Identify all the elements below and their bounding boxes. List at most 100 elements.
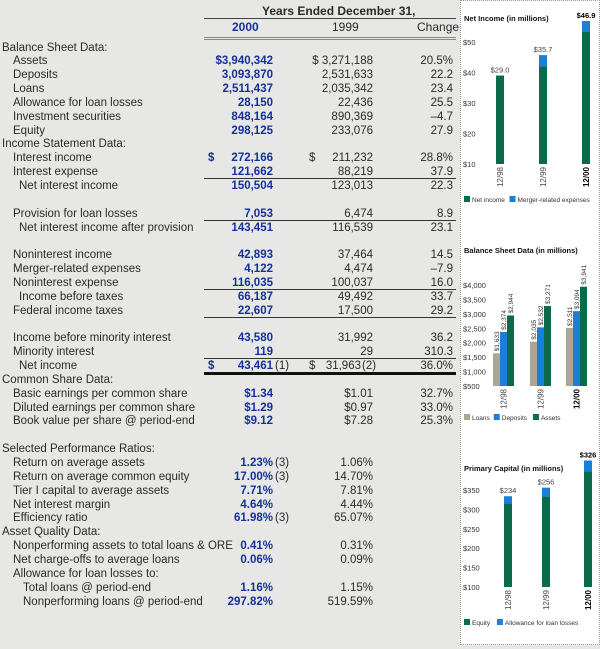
- y-tick-label: $1,000: [463, 368, 486, 377]
- value-2000: 61.98%: [233, 512, 273, 525]
- row-label: Allowance for loan losses: [13, 96, 143, 109]
- y-tick-label: $150: [463, 564, 480, 573]
- row-label: Loans: [13, 83, 45, 96]
- charts-panel: Net Income (in millions) $10 $20 $30 $40 $50 $…: [460, 0, 600, 645]
- value-1999: 14.70%: [333, 470, 373, 483]
- table-row: Equity 298,125 233,076 27.9: [0, 124, 460, 138]
- footnote-2000: (1): [275, 360, 290, 373]
- table-row: Tier I capital to average assets 7.71% 7.8…: [0, 484, 460, 498]
- value-1999: 31,992: [337, 332, 373, 345]
- y-tick-label: $20: [463, 130, 476, 139]
- bar-loans: [530, 341, 537, 386]
- value-2000: 43,580: [237, 332, 273, 345]
- row-label: Investment securities: [13, 110, 122, 123]
- financial-highlights-table: Years Ended December 31, 2000 1999 Chang…: [0, 4, 460, 608]
- change-value: 33.7: [430, 290, 453, 303]
- row-label: Noninterest expense: [13, 276, 119, 289]
- value-1999: $1.01: [344, 387, 373, 400]
- legend-label: Assets: [541, 415, 561, 422]
- blank-row: [0, 193, 460, 207]
- value-2000: 143,451: [231, 221, 273, 234]
- bar-assets: [580, 286, 587, 386]
- change-value: 25.5: [430, 96, 453, 109]
- table-row: Assets $3,940,342 $ 3,271,188 20.5%: [0, 54, 460, 68]
- bar-total-label: $35.7: [534, 45, 553, 54]
- column-change: Change: [417, 20, 460, 34]
- value-2000: 297.82%: [227, 595, 273, 608]
- value-2000: 22,607: [237, 304, 273, 317]
- row-label: Income before minority interest: [13, 332, 171, 345]
- value-1999: $7.28: [344, 415, 373, 428]
- table-row: Noninterest income 42,893 37,464 14.5: [0, 248, 460, 262]
- legend-swatch-equity: [464, 619, 470, 625]
- bar-equity: [504, 503, 512, 587]
- table-row: Net interest margin 4.64% 4.44%: [0, 498, 460, 512]
- legend-label: Allowance for loan losses: [505, 620, 579, 627]
- table-row: Total loans @ period-end 1.16% 1.15%: [0, 581, 460, 595]
- value-2000: $1.29: [244, 401, 273, 414]
- column-1999: 1999: [332, 20, 359, 34]
- change-value: –4.7: [430, 110, 453, 123]
- value-2000: 7,053: [244, 207, 273, 220]
- value-1999: 1.15%: [340, 581, 373, 594]
- subtotal-rule: [204, 358, 456, 360]
- value-2000: 43,461: [237, 360, 273, 373]
- value-2000: 298,125: [231, 124, 273, 137]
- blank-row: [0, 234, 460, 248]
- y-tick-label: $100: [463, 583, 480, 592]
- legend-swatch-allowance-for-loan-losses: [496, 619, 503, 625]
- value-1999: 22,436: [337, 96, 373, 109]
- bar-value-label: $3,271: [545, 284, 552, 304]
- table-row: Income before minority interest 43,580 31,…: [0, 331, 460, 345]
- table-row: Investment securities 848,164 890,369 –4.7: [0, 110, 460, 124]
- bar-value-label: $3,941: [581, 264, 588, 284]
- row-label: Net charge-offs to average loans: [13, 553, 180, 566]
- value-2000: 848,164: [231, 110, 273, 123]
- bar-allowance-for-loan-losses: [584, 460, 592, 472]
- table-row: Allowance for loan losses 28,150 22,436 25.…: [0, 96, 460, 110]
- value-1999: 7.81%: [340, 484, 373, 497]
- subtotal-rule: [204, 219, 456, 221]
- row-label: Merger-related expenses: [13, 263, 141, 276]
- y-tick-label: $1,500: [463, 353, 486, 362]
- value-1999: 65.07%: [333, 512, 373, 525]
- table-row: Asset Quality Data:: [0, 525, 460, 539]
- blank-row: [0, 428, 460, 442]
- chart-title: Net Income (in millions): [464, 14, 549, 23]
- bar-net-income: [496, 75, 504, 164]
- legend-label: Loans: [472, 415, 490, 422]
- row-label: Diluted earnings per common share: [13, 401, 196, 414]
- y-tick-label: $3,500: [463, 295, 486, 304]
- value-1999: 890,369: [331, 110, 373, 123]
- legend-swatch-net-income: [464, 196, 470, 202]
- table-row: Federal income taxes 22,607 17,500 29.2: [0, 304, 460, 318]
- value-1999: 211,232: [332, 152, 373, 165]
- bar-total-label: $326: [580, 451, 597, 460]
- table-row: Net interest income 150,504 123,013 22.3: [0, 179, 460, 193]
- y-tick-label: $2,000: [463, 339, 486, 348]
- change-value: 36.2: [430, 332, 453, 345]
- row-label: Total loans @ period-end: [23, 581, 152, 594]
- table-row: Provision for loan losses 7,053 6,474 8.9: [0, 207, 460, 221]
- change-value: 28.8%: [420, 152, 453, 165]
- category-label: 12/98: [504, 589, 513, 610]
- bar-merger-related-expenses: [539, 55, 547, 67]
- value-2000: 28,150: [237, 96, 273, 109]
- bar-allowance-for-loan-losses: [504, 496, 512, 504]
- table-row: Allowance for loan losses to:: [0, 567, 460, 581]
- bar-value-label: $2,374: [501, 310, 508, 330]
- row-label: Nonperforming assets to total loans & OR…: [13, 540, 233, 553]
- value-1999: 233,076: [331, 124, 373, 137]
- row-label: Nonperforming loans @ period-end: [23, 595, 203, 608]
- chart-title: Balance Sheet Data (in millions): [464, 246, 578, 255]
- table-row: Noninterest expense 116,035 100,037 16.0: [0, 276, 460, 290]
- change-value: 23.4: [430, 83, 453, 96]
- dollar-sign-2000: $: [208, 152, 215, 165]
- row-label: Assets: [13, 55, 48, 68]
- y-tick-label: $50: [463, 38, 476, 47]
- chart-title: Primary Capital (in millions): [464, 464, 564, 473]
- row-label: Return on average assets: [13, 457, 145, 469]
- value-2000: 66,187: [237, 290, 273, 303]
- bar-value-label: $2,532: [538, 305, 545, 325]
- value-1999: 1.06%: [340, 457, 373, 469]
